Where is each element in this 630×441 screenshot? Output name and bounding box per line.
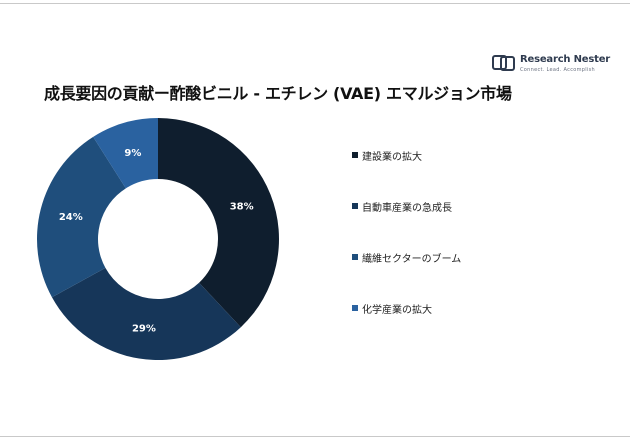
slice-data-label: 29% [132,323,156,334]
brand-logo: Research Nester Connect. Lead. Accomplis… [492,52,610,74]
legend-swatch [352,152,358,158]
top-divider [0,3,630,4]
donut-slice [51,267,241,360]
brand-name: Research Nester [520,54,611,65]
slice-data-label: 9% [124,148,141,159]
bottom-divider [0,436,630,437]
legend-swatch [352,203,358,209]
legend-swatch [352,305,358,311]
donut-slice [36,136,126,298]
legend-label: 建設業の拡大 [362,152,422,163]
slice-data-label: 38% [230,201,254,212]
brand-tagline: Connect. Lead. Accomplish [520,67,596,73]
donut-slice [158,118,279,328]
legend-label: 化学産業の拡大 [362,305,432,316]
legend-swatch [352,254,358,260]
donut-slice [93,118,158,189]
legend-label: 繊維セクターのブーム [362,254,462,265]
legend-label: 自動車産業の急成長 [362,203,452,214]
research-nester-logo-icon [492,55,515,71]
chart-title: 成長要因の貢献ー酢酸ビニル - エチレン (VAE) エマルジョン市場 [44,84,512,103]
slice-data-label: 24% [59,212,83,223]
